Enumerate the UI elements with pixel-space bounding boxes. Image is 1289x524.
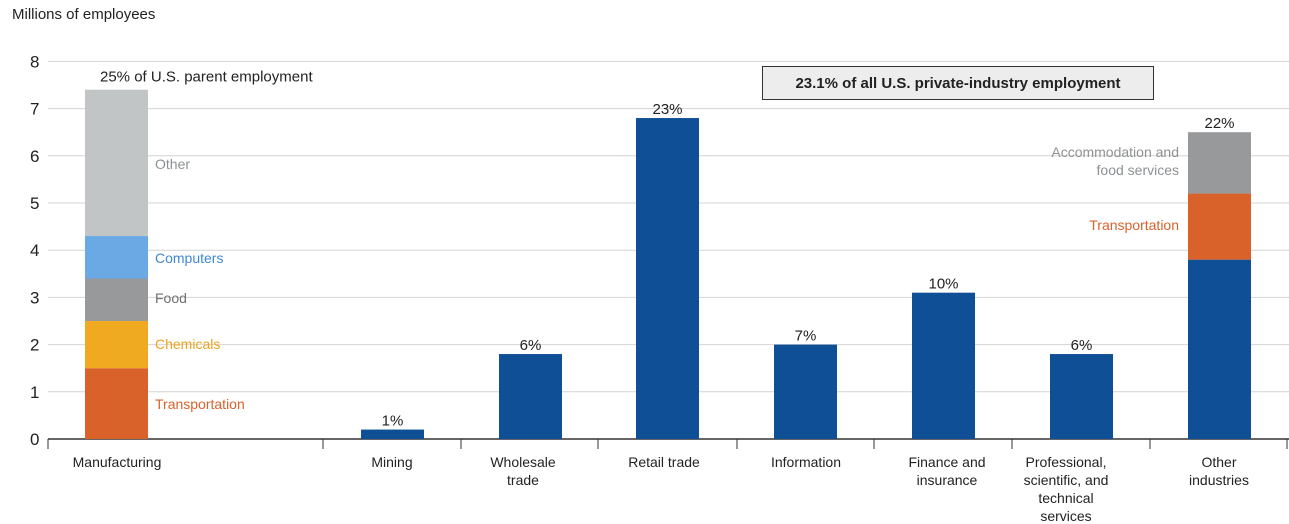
segment-label: Transportation (1089, 217, 1179, 233)
y-tick-label: 8 (30, 52, 39, 71)
annotation-box: 23.1% of all U.S. private-industry emplo… (762, 66, 1154, 100)
bar-segment (912, 292, 975, 439)
category-label: technical (1038, 490, 1093, 506)
bar-top-label: 22% (1204, 115, 1234, 132)
category-label: industries (1189, 472, 1249, 488)
segment-label: food services (1097, 162, 1179, 178)
category-label: Manufacturing (73, 454, 162, 470)
y-axis-title: Millions of employees (12, 6, 156, 23)
bar-top-label: 7% (795, 328, 817, 345)
bar-segment (1188, 193, 1251, 260)
category-label: Retail trade (628, 454, 700, 470)
y-tick-label: 2 (30, 336, 39, 355)
category-label: Professional, (1026, 454, 1107, 470)
bar-segment (1050, 354, 1113, 439)
segment-label: Chemicals (155, 336, 220, 352)
bar-top-label: 6% (520, 337, 542, 354)
bar-segment (361, 429, 424, 439)
bar-segment (85, 321, 148, 369)
category-label: Other (1201, 454, 1236, 470)
category-label: Information (771, 454, 841, 470)
y-tick-label: 6 (30, 147, 39, 166)
bar-top-label: 10% (928, 276, 958, 293)
category-label: scientific, and (1024, 472, 1109, 488)
bar-segment (85, 236, 148, 279)
category-label: Wholesale (490, 454, 556, 470)
bar-top-label: 6% (1071, 337, 1093, 354)
bar-segment (636, 118, 699, 439)
bar-segment (85, 278, 148, 321)
bar-segment (499, 354, 562, 439)
y-tick-label: 5 (30, 194, 39, 213)
y-tick-label: 4 (30, 241, 39, 260)
category-label: insurance (917, 472, 978, 488)
bar-segment (1188, 259, 1251, 439)
category-label: trade (507, 472, 539, 488)
bar-top-label: 23% (652, 101, 682, 118)
bar-top-label: 1% (382, 413, 404, 430)
y-tick-label: 7 (30, 100, 39, 119)
y-tick-label: 3 (30, 288, 39, 307)
category-label: Finance and (908, 454, 985, 470)
bar-segment (85, 89, 148, 237)
category-label: services (1040, 508, 1091, 524)
segment-label: Computers (155, 250, 223, 266)
segment-label: Other (155, 156, 190, 172)
bar-segment (774, 344, 837, 439)
segment-label: Accommodation and (1051, 144, 1179, 160)
bar-top-label: 25% of U.S. parent employment (100, 69, 313, 86)
y-tick-label: 1 (30, 383, 39, 402)
segment-label: Food (155, 290, 187, 306)
segment-label: Transportation (155, 396, 245, 412)
bar-segment (1188, 132, 1251, 194)
bar-segment (85, 368, 148, 439)
category-label: Mining (371, 454, 412, 470)
y-tick-label: 0 (30, 430, 39, 449)
